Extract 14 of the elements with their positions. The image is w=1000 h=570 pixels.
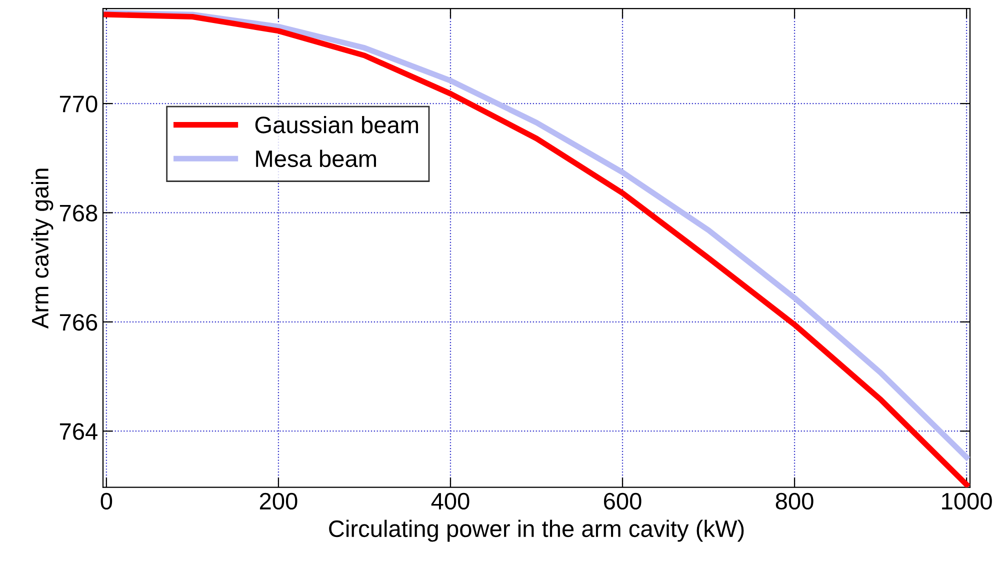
legend-label: Gaussian beam xyxy=(255,116,418,134)
y-tick-label: 770 xyxy=(60,96,98,112)
x-tick-label: 1000 xyxy=(942,492,992,510)
x-tick-label: 600 xyxy=(604,492,642,510)
x-tick-label: 0 xyxy=(100,492,112,510)
legend-label: Mesa beam xyxy=(256,150,376,168)
x-tick-label: 400 xyxy=(431,492,470,510)
x-tick-label: 800 xyxy=(776,492,814,510)
y-tick-label: 764 xyxy=(60,423,98,440)
y-tick-label: 768 xyxy=(60,204,98,222)
x-axis-title: Circulating power in the arm cavity (kW) xyxy=(329,520,744,542)
x-tick-label: 200 xyxy=(260,492,298,510)
y-tick-label: 766 xyxy=(60,314,98,331)
y-axis-title: Arm cavity gain xyxy=(31,168,54,329)
